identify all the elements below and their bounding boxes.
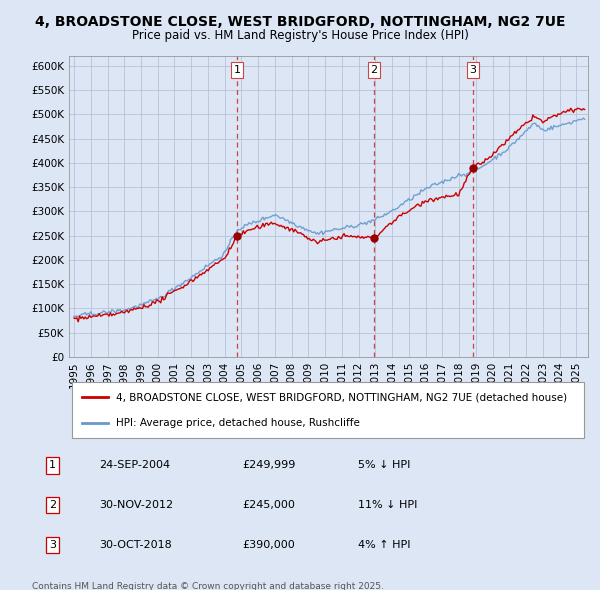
Text: 1: 1 <box>233 65 241 75</box>
Text: 1: 1 <box>49 460 56 470</box>
Text: 11% ↓ HPI: 11% ↓ HPI <box>358 500 418 510</box>
Text: 24-SEP-2004: 24-SEP-2004 <box>99 460 170 470</box>
Text: 2: 2 <box>49 500 56 510</box>
Text: 4, BROADSTONE CLOSE, WEST BRIDGFORD, NOTTINGHAM, NG2 7UE: 4, BROADSTONE CLOSE, WEST BRIDGFORD, NOT… <box>35 15 565 29</box>
Text: 3: 3 <box>469 65 476 75</box>
Text: Contains HM Land Registry data © Crown copyright and database right 2025.
This d: Contains HM Land Registry data © Crown c… <box>32 582 384 590</box>
Text: 30-NOV-2012: 30-NOV-2012 <box>99 500 173 510</box>
Text: 4% ↑ HPI: 4% ↑ HPI <box>358 540 411 550</box>
Text: 2: 2 <box>370 65 377 75</box>
Text: 5% ↓ HPI: 5% ↓ HPI <box>358 460 410 470</box>
Text: 4, BROADSTONE CLOSE, WEST BRIDGFORD, NOTTINGHAM, NG2 7UE (detached house): 4, BROADSTONE CLOSE, WEST BRIDGFORD, NOT… <box>116 392 567 402</box>
FancyBboxPatch shape <box>71 382 584 438</box>
Text: HPI: Average price, detached house, Rushcliffe: HPI: Average price, detached house, Rush… <box>116 418 359 428</box>
Text: £249,999: £249,999 <box>242 460 295 470</box>
Text: 3: 3 <box>49 540 56 550</box>
Text: 30-OCT-2018: 30-OCT-2018 <box>99 540 172 550</box>
Text: Price paid vs. HM Land Registry's House Price Index (HPI): Price paid vs. HM Land Registry's House … <box>131 30 469 42</box>
Text: £245,000: £245,000 <box>242 500 295 510</box>
Text: £390,000: £390,000 <box>242 540 295 550</box>
